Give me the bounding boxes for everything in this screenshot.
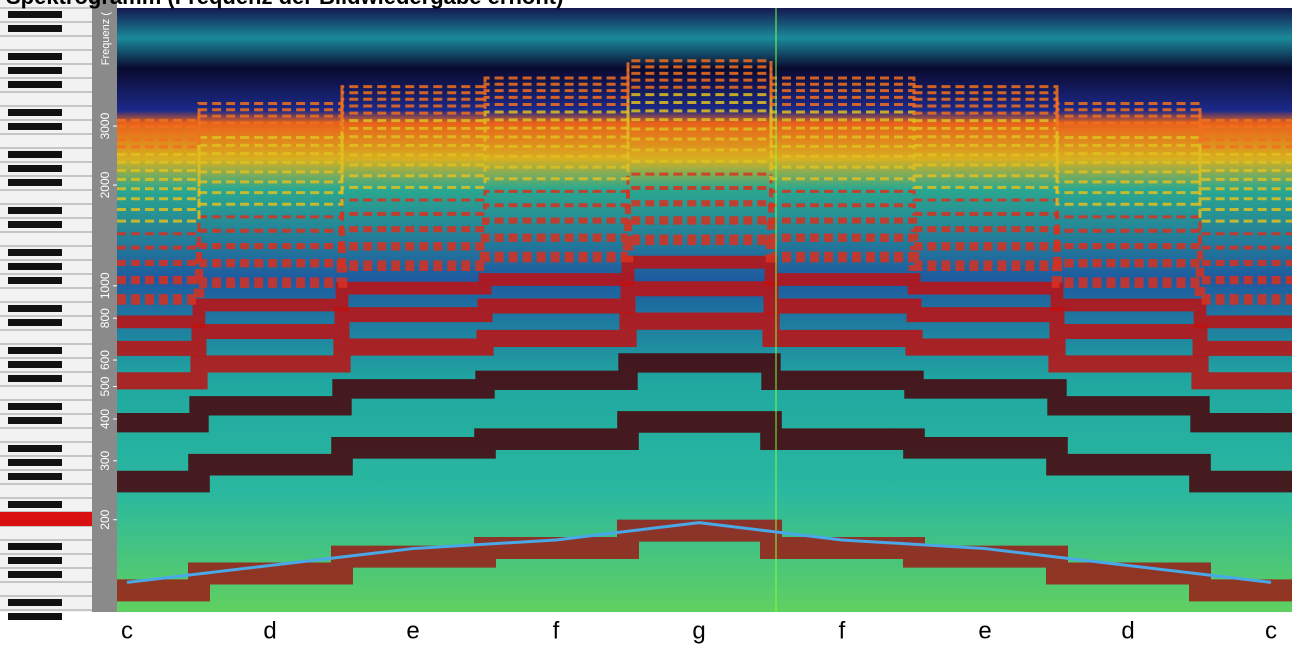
y-tick-label: 1000 xyxy=(98,272,112,299)
black-key xyxy=(8,249,62,256)
black-key xyxy=(8,67,62,74)
harmonic-band xyxy=(117,159,1292,223)
black-key xyxy=(8,417,62,424)
black-key xyxy=(8,445,62,452)
y-tick-label: 600 xyxy=(98,350,112,370)
black-key xyxy=(8,81,62,88)
harmonic-band xyxy=(117,200,1292,267)
black-key xyxy=(8,123,62,130)
harmonic-band xyxy=(117,353,1292,433)
harmonic-band xyxy=(117,85,1292,149)
y-tick-label: 400 xyxy=(98,409,112,429)
y-tick-label: 800 xyxy=(98,308,112,328)
black-key xyxy=(8,165,62,172)
note-label: f xyxy=(839,617,846,644)
harmonic-band xyxy=(117,78,1292,142)
note-label: f xyxy=(553,617,560,644)
harmonic-band xyxy=(117,172,1292,236)
note-label: c xyxy=(1265,617,1277,644)
black-key xyxy=(8,109,62,116)
harmonic-band xyxy=(117,93,1292,156)
note-label: e xyxy=(406,617,419,644)
black-key xyxy=(8,347,62,354)
black-key xyxy=(8,221,62,228)
black-key xyxy=(8,459,62,466)
harmonic-band xyxy=(117,216,1292,285)
black-key xyxy=(8,179,62,186)
page-title: Spektrogramm (Frequenz der Bildwiedergab… xyxy=(6,0,563,9)
y-tick-label: 200 xyxy=(98,509,112,529)
harmonic-band xyxy=(117,234,1292,305)
note-label: c xyxy=(121,617,133,644)
note-label: g xyxy=(692,617,705,644)
note-label: d xyxy=(263,617,276,644)
black-key xyxy=(8,501,62,508)
black-key xyxy=(8,53,62,60)
y-tick-label: 2000 xyxy=(98,171,112,198)
black-key xyxy=(8,613,62,620)
harmonic-band xyxy=(117,101,1292,164)
harmonic-band xyxy=(117,71,1292,135)
harmonic-band xyxy=(117,255,1292,329)
black-key xyxy=(8,277,62,284)
harmonic-band xyxy=(117,109,1292,173)
harmonic-band xyxy=(117,312,1292,390)
black-key xyxy=(8,263,62,270)
harmonic-band xyxy=(117,59,1292,122)
harmonic-band xyxy=(117,65,1292,129)
black-key xyxy=(8,599,62,606)
black-key xyxy=(8,473,62,480)
harmonic-band xyxy=(117,127,1292,191)
black-key xyxy=(8,571,62,578)
harmonic-band xyxy=(117,137,1292,201)
black-key xyxy=(8,543,62,550)
pitch-line xyxy=(126,521,1272,584)
harmonic-band xyxy=(117,148,1292,212)
harmonic-band xyxy=(117,185,1292,250)
black-key xyxy=(8,151,62,158)
note-label: e xyxy=(978,617,991,644)
black-key xyxy=(8,207,62,214)
black-key xyxy=(8,361,62,368)
harmonic-band xyxy=(117,118,1292,181)
y-tick-label: 500 xyxy=(98,376,112,396)
black-key xyxy=(8,557,62,564)
harmonic-band xyxy=(117,281,1292,356)
black-key xyxy=(8,403,62,410)
active-key xyxy=(0,512,92,526)
y-tick-label: 3000 xyxy=(98,112,112,139)
harmonic-band xyxy=(117,411,1292,493)
black-key xyxy=(8,25,62,32)
black-key xyxy=(8,319,62,326)
note-label: d xyxy=(1121,617,1134,644)
y-tick-label: 300 xyxy=(98,450,112,470)
black-key xyxy=(8,375,62,382)
black-key xyxy=(8,305,62,312)
fundamental-band xyxy=(117,519,1292,602)
y-axis-title: Frequenz ( xyxy=(100,12,112,66)
black-key xyxy=(8,11,62,18)
frequency-axis-bar xyxy=(92,0,117,612)
